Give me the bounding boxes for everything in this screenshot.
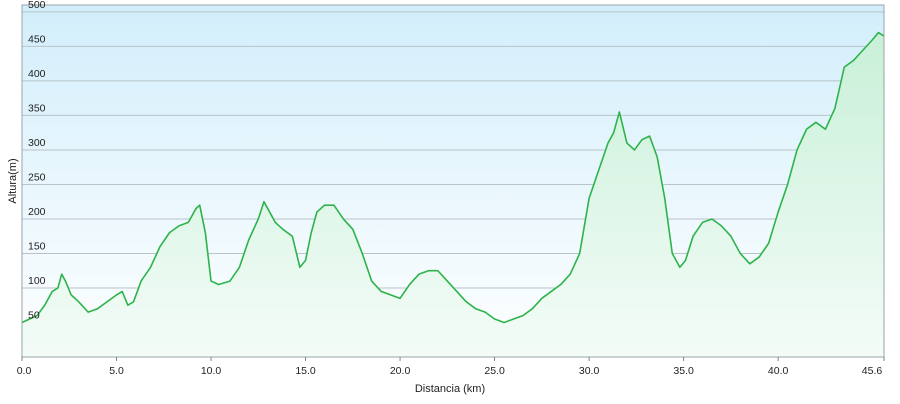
x-tick-label: 25.0 [484,365,505,377]
y-tick-label: 150 [28,240,46,252]
x-axis-title: Distancia (km) [415,383,485,395]
y-tick-label: 450 [28,33,46,45]
y-tick-label: 400 [28,68,46,80]
x-tick-label: 20.0 [390,365,411,377]
y-tick-label: 50 [28,309,40,321]
y-tick-label: 300 [28,137,46,149]
y-tick-label: 350 [28,102,46,114]
y-tick-label: 500 [28,0,46,11]
x-tick-label: 45.6 [862,365,883,377]
y-tick-label: 100 [28,275,46,287]
y-tick-label: 200 [28,206,46,218]
x-tick-label: 35.0 [673,365,694,377]
plot-frame [21,4,885,358]
y-tick-label: 250 [28,171,46,183]
x-tick-label: 10.0 [201,365,222,377]
x-tick-label: 0.0 [17,365,32,377]
elevation-line [21,31,885,324]
x-axis-ticks: 0.0 5.0 10.0 15.0 20.0 25.0 30.0 35.0 40.0 45.6 [17,357,885,377]
elevation-area [22,32,884,358]
x-tick-label: 15.0 [295,365,316,377]
x-tick-label: 5.0 [109,365,124,377]
x-tick-label: 40.0 [768,365,789,377]
y-axis-title: Altura(m) [7,158,19,203]
y-axis-ticks: 50 100 150 200 250 300 350 400 450 500 [28,0,46,321]
x-tick-label: 30.0 [579,365,600,377]
